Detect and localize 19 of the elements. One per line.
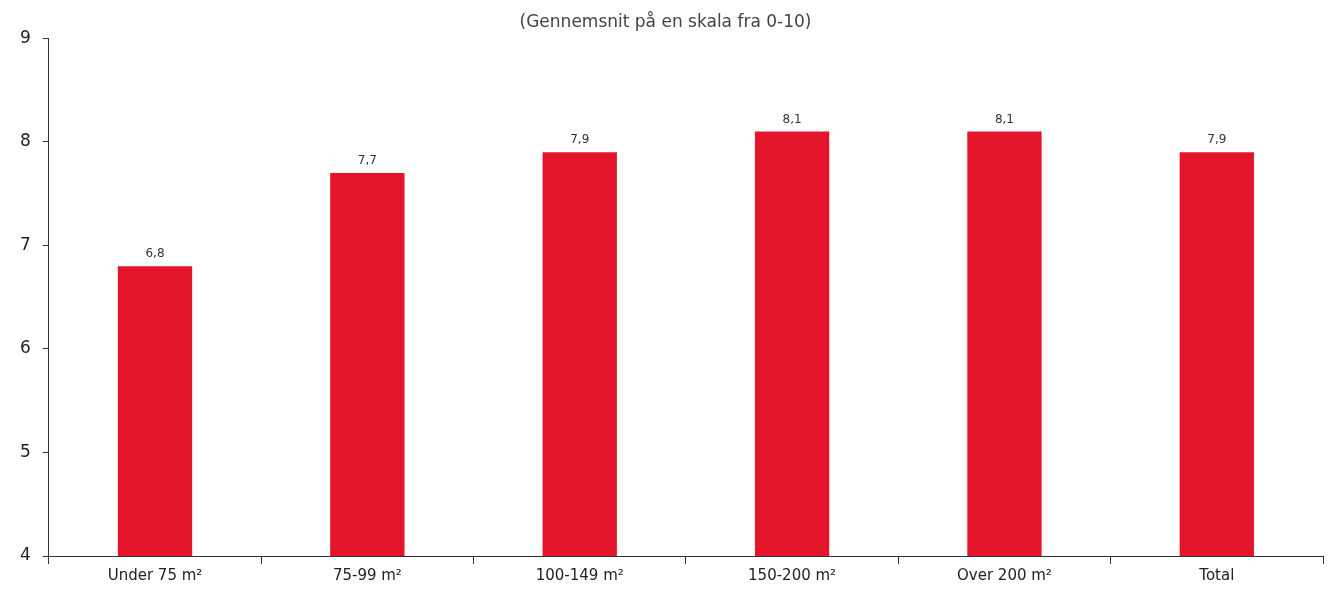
y-tick-label: 8 xyxy=(19,130,31,151)
x-tick-label: Total xyxy=(1198,565,1235,584)
x-tick-label: 75-99 m² xyxy=(332,565,402,584)
y-tick-label: 4 xyxy=(19,544,31,565)
x-tick-label: Over 200 m² xyxy=(957,565,1052,584)
y-tick-label: 6 xyxy=(19,337,31,358)
y-tick-label: 9 xyxy=(19,26,31,47)
x-tick-label: Under 75 m² xyxy=(107,565,203,584)
data-label: 7,7 xyxy=(357,153,377,168)
data-label: 8,1 xyxy=(782,111,802,126)
data-label: 7,9 xyxy=(570,132,590,147)
data-label: 8,1 xyxy=(994,111,1014,126)
x-tick-label: 150-200 m² xyxy=(748,565,837,584)
data-label: 7,9 xyxy=(1207,132,1227,147)
chart-title: (Gennemsnit på en skala fra 0-10) xyxy=(519,10,812,31)
y-tick-label: 5 xyxy=(19,440,31,461)
data-label: 6,8 xyxy=(145,246,165,261)
y-tick-label: 7 xyxy=(19,233,31,254)
x-tick-label: 100-149 m² xyxy=(535,565,624,584)
